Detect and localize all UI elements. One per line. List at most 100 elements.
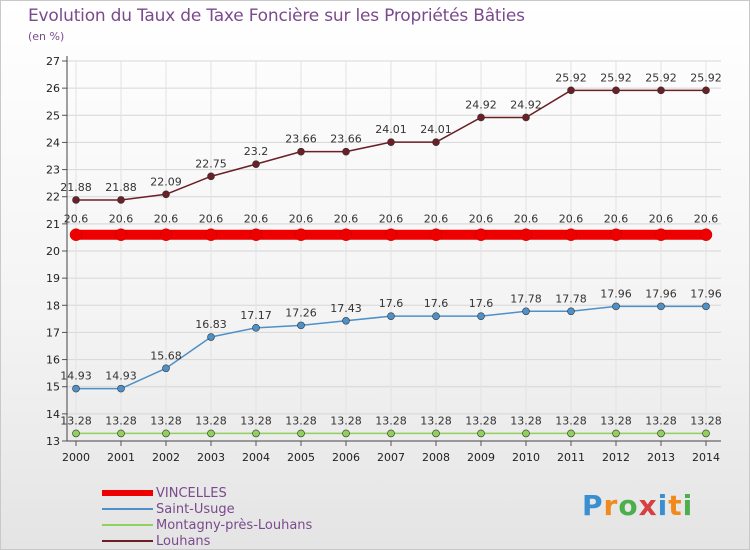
legend-swatch-vincelles <box>102 490 153 496</box>
data-point-montagny <box>387 429 395 438</box>
brand-letter: x <box>638 489 658 522</box>
data-point-montagny <box>477 429 485 438</box>
brand-letter: o <box>618 489 639 522</box>
xtick-label: 2011 <box>557 451 585 464</box>
data-label-vincelles: 20.6 <box>244 213 269 226</box>
legend-label-louhans: Louhans <box>156 533 211 549</box>
data-label-montagny: 13.28 <box>420 414 452 427</box>
data-label-vincelles: 20.6 <box>334 213 359 226</box>
data-point-vincelles <box>339 228 353 241</box>
data-label-saint-usuge: 17.6 <box>469 297 494 310</box>
data-point-louhans <box>162 190 170 199</box>
data-label-montagny: 13.28 <box>600 414 632 427</box>
data-point-vincelles <box>69 228 83 241</box>
data-point-louhans <box>612 86 620 95</box>
ytick-label: 21 <box>46 218 60 231</box>
data-point-saint-usuge <box>252 324 260 332</box>
data-point-montagny <box>702 429 710 438</box>
ytick-label: 18 <box>46 299 60 312</box>
data-point-montagny <box>207 429 215 438</box>
data-point-vincelles <box>249 228 263 241</box>
unit-label: (en %) <box>28 30 65 43</box>
legend-label-vincelles: VINCELLES <box>156 485 227 501</box>
data-point-montagny <box>612 429 620 438</box>
data-label-vincelles: 20.6 <box>649 213 674 226</box>
data-point-louhans <box>522 113 530 122</box>
xtick-label: 2005 <box>287 451 315 464</box>
data-label-saint-usuge: 16.83 <box>195 318 227 331</box>
xtick-label: 2000 <box>62 451 90 464</box>
xtick-label: 2003 <box>197 451 225 464</box>
line-chart: 13 14 15 16 17 18 19 20 21 22 23 24 25 26 27 2000 2001 20… <box>46 55 722 464</box>
legend-swatch-saint-usuge <box>102 508 153 510</box>
data-point-saint-usuge <box>522 307 530 316</box>
legend-swatch-montagny <box>102 524 153 526</box>
data-label-louhans: 23.66 <box>285 133 317 146</box>
ytick-label: 25 <box>46 109 60 122</box>
legend: VINCELLES Saint-Usuge Montagny-près-Louh… <box>101 485 312 549</box>
data-point-saint-usuge <box>297 321 305 330</box>
data-label-saint-usuge: 17.17 <box>240 309 272 322</box>
data-label-louhans: 24.01 <box>420 123 452 136</box>
data-label-louhans: 25.92 <box>555 71 587 84</box>
data-label-montagny: 13.28 <box>285 414 317 427</box>
data-label-montagny: 13.28 <box>690 414 722 427</box>
data-label-vincelles: 20.6 <box>559 213 584 226</box>
data-label-montagny: 13.28 <box>645 414 677 427</box>
data-label-saint-usuge: 17.78 <box>510 292 542 305</box>
legend-item-vincelles: VINCELLES <box>101 485 312 501</box>
brand-letter: r <box>603 489 619 522</box>
data-label-vincelles: 20.6 <box>424 213 449 226</box>
data-label-louhans: 25.92 <box>600 71 632 84</box>
data-point-vincelles <box>204 228 218 241</box>
data-label-vincelles: 20.6 <box>514 213 539 226</box>
data-point-saint-usuge <box>477 312 485 320</box>
data-label-montagny: 13.28 <box>555 414 587 427</box>
data-label-vincelles: 20.6 <box>469 213 494 226</box>
data-label-saint-usuge: 14.93 <box>60 370 92 383</box>
ytick-label: 24 <box>46 136 60 149</box>
xtick-label: 2010 <box>512 451 540 464</box>
data-point-vincelles <box>519 228 533 241</box>
data-point-vincelles <box>474 228 488 241</box>
data-label-montagny: 13.28 <box>330 414 362 427</box>
data-label-louhans: 25.92 <box>690 71 722 84</box>
data-point-montagny <box>297 429 305 438</box>
xtick-label: 2006 <box>332 451 360 464</box>
ytick-label: 16 <box>46 354 60 367</box>
data-label-vincelles: 20.6 <box>154 213 179 226</box>
data-label-montagny: 13.28 <box>105 414 137 427</box>
xtick-label: 2004 <box>242 451 270 464</box>
data-point-louhans <box>117 196 125 204</box>
data-label-montagny: 13.28 <box>60 414 92 427</box>
data-label-montagny: 13.28 <box>240 414 272 427</box>
data-point-montagny <box>162 429 170 438</box>
data-label-vincelles: 20.6 <box>199 213 224 226</box>
data-point-louhans <box>702 86 710 95</box>
data-label-vincelles: 20.6 <box>289 213 314 226</box>
data-label-saint-usuge: 17.26 <box>285 306 317 319</box>
data-point-vincelles <box>159 228 173 241</box>
data-point-saint-usuge <box>657 302 665 311</box>
data-point-saint-usuge <box>702 302 710 311</box>
data-label-vincelles: 20.6 <box>109 213 134 226</box>
ytick-label: 27 <box>46 55 60 68</box>
data-point-saint-usuge <box>207 333 215 341</box>
data-point-montagny <box>342 429 350 438</box>
data-label-saint-usuge: 14.93 <box>105 370 137 383</box>
data-point-louhans <box>387 138 395 146</box>
data-label-saint-usuge: 17.6 <box>424 297 449 310</box>
ytick-label: 22 <box>46 191 60 204</box>
ytick-label: 14 <box>46 408 60 421</box>
xtick-label: 2013 <box>647 451 675 464</box>
data-label-saint-usuge: 17.96 <box>645 287 677 300</box>
data-label-saint-usuge: 17.43 <box>330 302 362 315</box>
ytick-label: 15 <box>46 381 60 394</box>
data-point-saint-usuge <box>342 316 350 325</box>
data-label-louhans: 24.92 <box>510 98 542 111</box>
brand-letter: i <box>682 489 694 522</box>
data-point-montagny <box>72 429 80 438</box>
xtick-label: 2012 <box>602 451 630 464</box>
data-label-saint-usuge: 15.68 <box>150 349 182 362</box>
